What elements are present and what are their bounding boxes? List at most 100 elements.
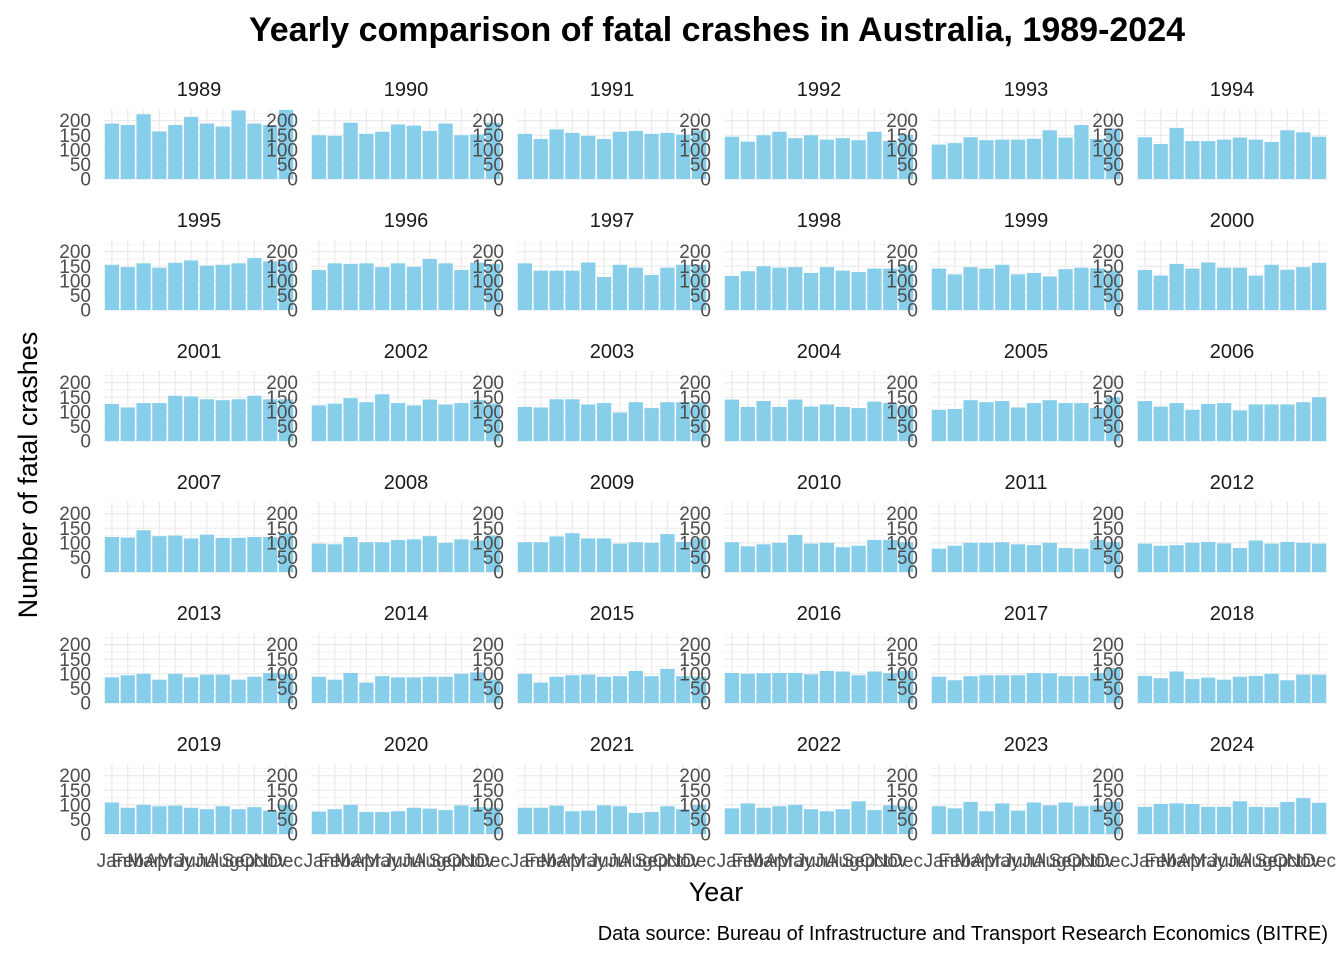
y-tick-label: 0 (907, 563, 918, 584)
bar-aug (1042, 130, 1057, 179)
bar-nov (676, 676, 691, 703)
x-tick-label: Aug (206, 851, 240, 872)
x-tick-label: Feb (318, 851, 351, 872)
y-tick-label: 200 (266, 635, 298, 656)
bar-dec (485, 807, 501, 834)
bar-nov (470, 400, 485, 441)
bar-nov (1090, 268, 1105, 310)
bar-nov (263, 399, 278, 441)
x-tick-label: Aug (413, 851, 447, 872)
bar-oct (867, 671, 882, 703)
panel-title: 2024 (1210, 734, 1255, 756)
bar-may (1201, 806, 1216, 834)
y-tick-label: 200 (679, 635, 711, 656)
bar-jun (803, 543, 819, 572)
y-tick-label: 150 (472, 781, 504, 802)
panel-title: 2011 (1004, 472, 1047, 494)
bar-jun (183, 116, 199, 179)
panel-title: 2001 (177, 341, 222, 363)
y-tick-label: 0 (287, 563, 298, 584)
bar-nov (263, 537, 278, 572)
bar-jul (1026, 138, 1042, 179)
y-tick-label: 50 (897, 679, 918, 700)
x-tick-label: Aug (619, 851, 653, 872)
bar-mar (756, 401, 771, 441)
bar-aug (215, 126, 230, 179)
bar-dec (898, 265, 914, 310)
bar-sep (438, 404, 453, 441)
bar-nov (1090, 805, 1105, 834)
bar-oct (660, 267, 675, 310)
bar-apr (359, 682, 374, 703)
bar-apr (565, 270, 580, 310)
y-tick-label: 0 (1113, 432, 1124, 453)
x-tick-label: Apr (1178, 851, 1208, 872)
bar-jan (1137, 675, 1153, 703)
bar-nov (676, 264, 691, 310)
bar-sep (644, 408, 659, 441)
bar-mar (1169, 127, 1184, 179)
bar-apr (772, 672, 787, 703)
bar-jun (183, 538, 199, 572)
bar-feb (120, 407, 135, 441)
x-tick-label: Jul (402, 851, 426, 872)
bar-nov (1296, 132, 1311, 179)
bar-sep (231, 679, 246, 703)
bar-feb (947, 274, 962, 310)
x-tick-label: Aug (1239, 851, 1273, 872)
x-tick-label: May (570, 851, 606, 872)
bar-mar (343, 398, 358, 441)
bar-jul (1232, 801, 1248, 834)
y-tick-label: 150 (266, 126, 298, 147)
bar-oct (1280, 269, 1295, 310)
bar-jan (104, 677, 120, 703)
bar-jul (199, 534, 215, 572)
y-tick-label: 50 (70, 810, 91, 831)
y-tick-label: 100 (59, 402, 91, 423)
bar-may (375, 542, 390, 572)
y-tick-label: 150 (59, 650, 91, 671)
bar-may (168, 535, 183, 572)
bar-sep (851, 675, 866, 703)
y-tick-label: 0 (80, 432, 91, 453)
bar-nov (883, 539, 898, 572)
bar-sep (231, 110, 246, 179)
bar-jun (1216, 679, 1232, 703)
panel-2019: 2019050100150200JanFebMarAprMayJunJulAug… (59, 734, 303, 872)
bar-may (581, 404, 596, 441)
bar-jun (1010, 544, 1026, 572)
panel-2021: 2021050100150200JanFebMarAprMayJunJulAug… (472, 734, 716, 872)
bar-feb (120, 807, 135, 834)
bar-oct (247, 676, 262, 703)
x-tick-label: Mar (540, 851, 573, 872)
bar-jul (199, 399, 215, 441)
panel-title: 2020 (384, 734, 429, 756)
y-tick-label: 0 (287, 301, 298, 322)
bar-apr (565, 132, 580, 179)
bar-may (995, 675, 1010, 703)
x-tick-label: Jan (924, 851, 955, 872)
bar-feb (533, 407, 548, 441)
bar-jan (517, 263, 533, 310)
bar-jan (311, 135, 327, 179)
bar-apr (979, 811, 994, 834)
bar-jun (390, 403, 406, 441)
bar-jul (199, 674, 215, 703)
bar-jun (596, 805, 612, 834)
bar-may (995, 401, 1010, 441)
bar-mar (756, 807, 771, 834)
y-tick-label: 150 (679, 126, 711, 147)
bar-jun (1216, 139, 1232, 179)
bar-jul (406, 266, 422, 310)
bar-jan (104, 802, 120, 834)
bar-may (788, 399, 803, 441)
y-tick-label: 200 (679, 766, 711, 787)
x-tick-label: Feb (111, 851, 144, 872)
